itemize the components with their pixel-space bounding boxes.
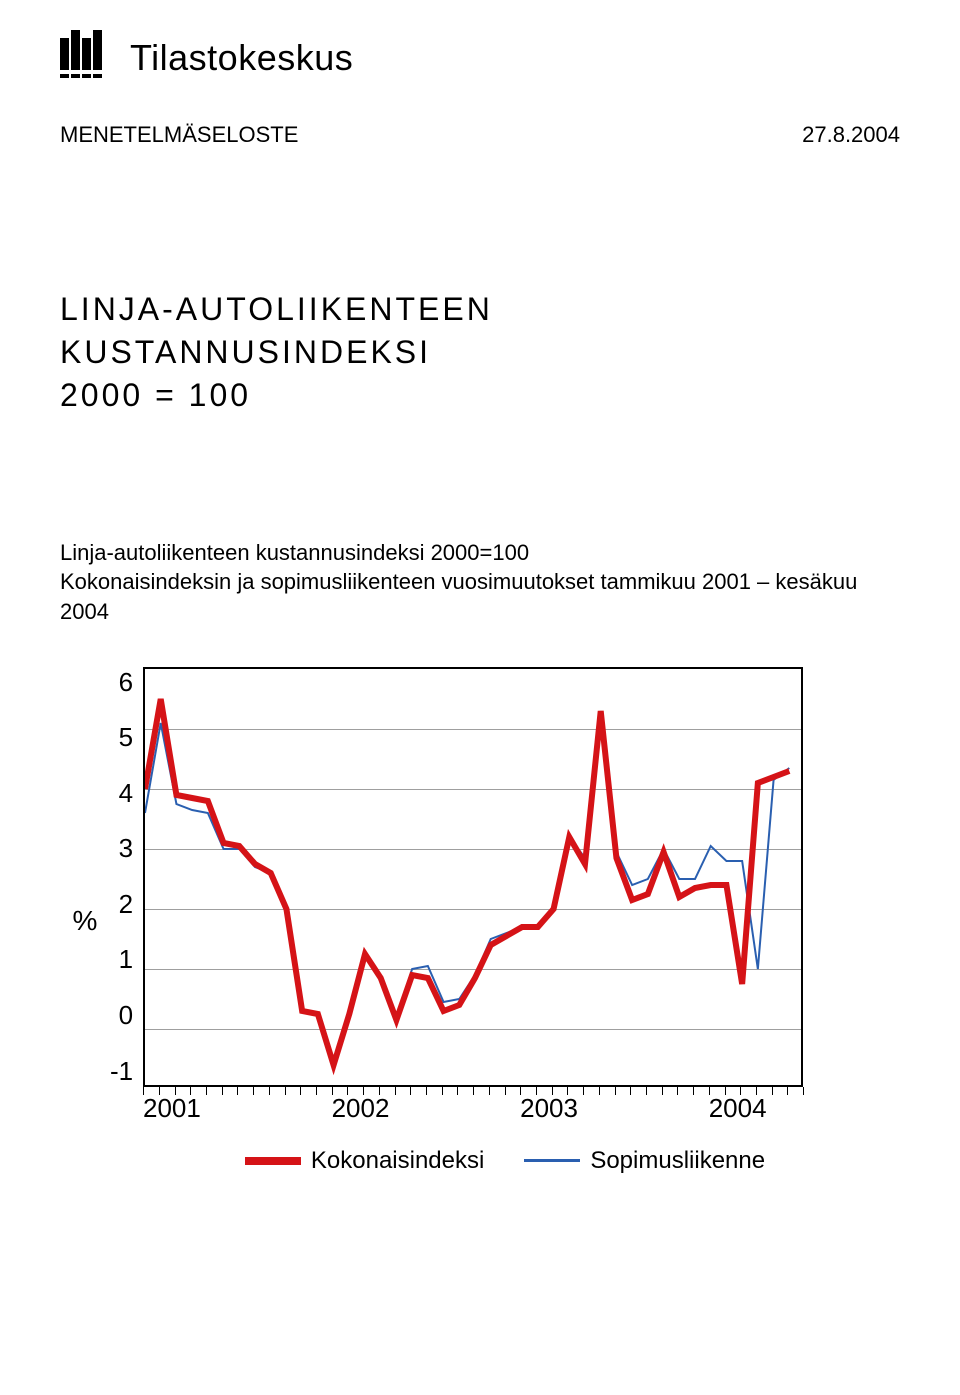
x-tick-label: 2002 xyxy=(332,1093,390,1124)
brand-name: Tilastokeskus xyxy=(130,37,353,79)
y-tick-label: 1 xyxy=(119,944,133,975)
section-label: MENETELMÄSELOSTE xyxy=(60,122,298,148)
plot-area xyxy=(143,667,803,1087)
logo-bars-icon xyxy=(60,30,116,86)
chart-legend: Kokonaisindeksi Sopimusliikenne xyxy=(110,1147,900,1175)
y-tick-label: 0 xyxy=(119,1000,133,1031)
title-line-1: LINJA-AUTOLIIKENTEEN xyxy=(60,288,900,331)
y-tick-label: 4 xyxy=(119,778,133,809)
brand-logo: Tilastokeskus xyxy=(60,30,900,86)
x-tick-label: 2003 xyxy=(520,1093,578,1124)
y-tick-label: 6 xyxy=(119,667,133,698)
x-tick-label: 2004 xyxy=(709,1093,767,1124)
subtitle-line-2: Kokonaisindeksin ja sopimusliikenteen vu… xyxy=(60,567,900,626)
document-title: LINJA-AUTOLIIKENTEEN KUSTANNUSINDEKSI 20… xyxy=(60,288,900,418)
legend-swatch-2 xyxy=(524,1159,580,1162)
legend-item-sopimusliikenne: Sopimusliikenne xyxy=(524,1147,765,1175)
y-axis-label: % xyxy=(60,905,110,937)
x-axis-ticks: 2001 2002 2003 2004 xyxy=(143,1093,803,1127)
y-tick-label: -1 xyxy=(110,1056,133,1087)
y-axis-ticks: 6 5 4 3 2 1 0 -1 xyxy=(110,667,143,1087)
title-line-3: 2000 = 100 xyxy=(60,374,900,417)
line-chart: % 6 5 4 3 2 1 0 -1 2001 2002 2003 2004 Kokonaisind… xyxy=(60,667,900,1175)
y-tick-label: 3 xyxy=(119,833,133,864)
subtitle-line-1: Linja-autoliikenteen kustannusindeksi 20… xyxy=(60,538,900,568)
y-tick-label: 5 xyxy=(119,722,133,753)
legend-item-kokonaisindeksi: Kokonaisindeksi xyxy=(245,1147,484,1175)
header-meta: MENETELMÄSELOSTE 27.8.2004 xyxy=(60,122,900,148)
legend-label-1: Kokonaisindeksi xyxy=(311,1147,484,1175)
chart-subtitle: Linja-autoliikenteen kustannusindeksi 20… xyxy=(60,538,900,627)
y-tick-label: 2 xyxy=(119,889,133,920)
title-line-2: KUSTANNUSINDEKSI xyxy=(60,331,900,374)
x-tick-label: 2001 xyxy=(143,1093,201,1124)
legend-label-2: Sopimusliikenne xyxy=(590,1147,765,1175)
document-date: 27.8.2004 xyxy=(802,122,900,148)
legend-swatch-1 xyxy=(245,1157,301,1165)
